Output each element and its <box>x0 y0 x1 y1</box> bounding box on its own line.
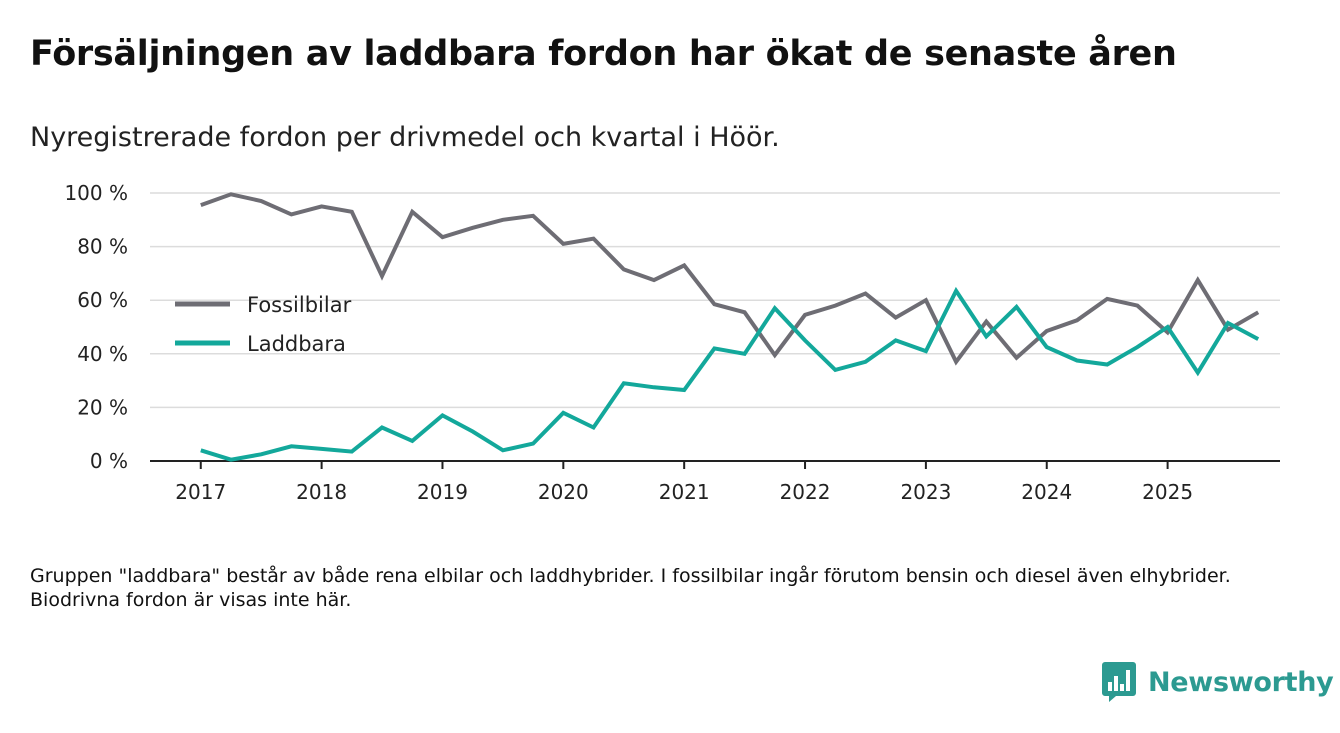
legend-label-laddbara: Laddbara <box>247 332 346 356</box>
y-tick-label: 0 % <box>90 449 128 473</box>
gridlines <box>150 192 1280 409</box>
x-tick-label: 2022 <box>780 480 831 504</box>
x-tick-label: 2024 <box>1021 480 1072 504</box>
x-tick-label: 2017 <box>175 480 226 504</box>
chart-subtitle: Nyregistrerade fordon per drivmedel och … <box>30 122 780 153</box>
brand-name: Newsworthy <box>1148 666 1334 698</box>
x-tick-label: 2019 <box>417 480 468 504</box>
y-tick-label: 60 % <box>77 288 128 312</box>
y-axis: 0 % 20 % 40 % 60 % 80 % 100 % <box>64 181 128 473</box>
series-lines <box>200 192 1260 462</box>
series-line-laddbara <box>200 286 1260 462</box>
y-tick-label: 100 % <box>64 181 128 205</box>
y-tick-label: 40 % <box>77 342 128 366</box>
y-tick-label: 80 % <box>77 235 128 259</box>
footnote: Gruppen "laddbara" består av både rena e… <box>30 565 1231 611</box>
legend: Fossilbilar Laddbara <box>175 293 352 356</box>
chart-title: Försäljningen av laddbara fordon har öka… <box>30 34 1177 74</box>
brand[interactable]: Newsworthy <box>1102 662 1334 702</box>
y-tick-label: 20 % <box>77 395 128 419</box>
x-tick-label: 2025 <box>1142 480 1193 504</box>
legend-label-fossilbilar: Fossilbilar <box>247 293 352 317</box>
x-tick-label: 2018 <box>296 480 347 504</box>
series-line-fossilbilar <box>200 192 1260 366</box>
x-tick-label: 2020 <box>538 480 589 504</box>
x-tick-label: 2023 <box>900 480 951 504</box>
x-axis: 2017 2018 2019 2020 2021 2022 2023 2024 2025 <box>150 460 1280 504</box>
newsworthy-logo-icon <box>1102 662 1136 702</box>
x-tick-label: 2021 <box>659 480 710 504</box>
